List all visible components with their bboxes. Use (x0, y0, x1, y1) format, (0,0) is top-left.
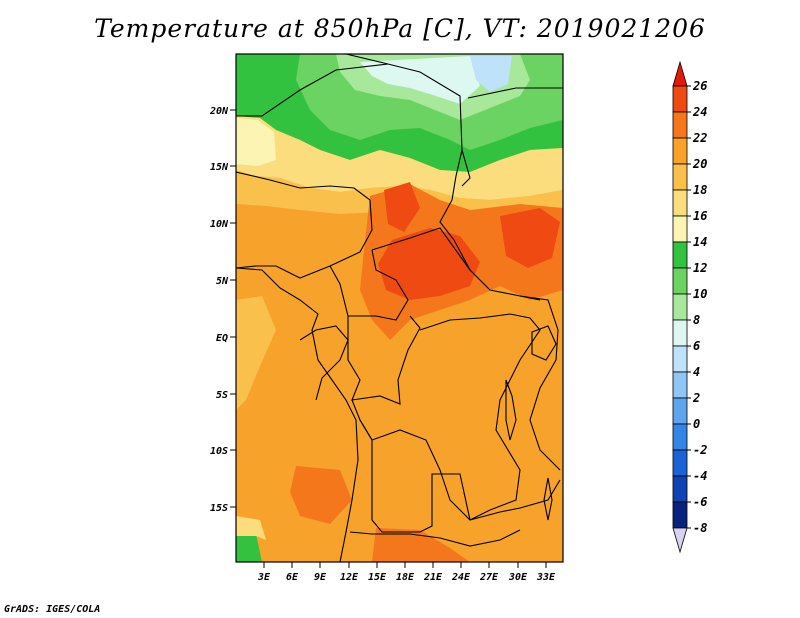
colorbar-label: 18 (693, 183, 707, 197)
lon-label-18e: 18E (396, 572, 415, 583)
lon-label-33e: 33E (536, 572, 556, 583)
lon-label-3e: 3E (257, 572, 271, 583)
border-cameroon (329, 249, 409, 321)
colorbar-swatch (672, 215, 688, 243)
colorbar-swatch (672, 293, 688, 321)
lat-label-eq: EQ (216, 333, 228, 344)
border-niger-chad (236, 63, 471, 187)
colorbar-label: 12 (693, 261, 707, 275)
lat-label-15s: 15S (210, 503, 228, 514)
colorbar-swatch (672, 137, 688, 165)
colorbar-swatch (672, 527, 688, 554)
colorbar-swatch (672, 163, 688, 191)
field-16-18-sw (236, 516, 266, 540)
field-22-24-south (372, 528, 470, 562)
lon-label-30e: 30E (508, 572, 528, 583)
field-16-18-sahel (236, 116, 563, 200)
field-12-14-sw (236, 534, 262, 562)
colorbar-swatch (672, 85, 688, 113)
lat-label-10n: 10N (210, 219, 229, 230)
colorbar-label: 4 (693, 365, 700, 379)
colorbar-label: 14 (693, 235, 707, 249)
field-18-20-west (236, 296, 276, 410)
map-frame (235, 53, 564, 563)
country-borders (236, 54, 563, 562)
colorbar-swatch (672, 189, 688, 217)
lon-labels: 3E 6E 9E 12E 15E 18E 21E 24E 27E 30E 33E (257, 572, 556, 583)
border-chad-sudan (439, 149, 471, 271)
field-6-8-north (360, 56, 480, 104)
grads-credit: GrADS: IGES/COLA (4, 604, 101, 615)
lat-label-15n: 15N (210, 162, 229, 173)
lon-label-21e: 21E (423, 572, 443, 583)
colorbar-label: 20 (692, 157, 707, 171)
border-namibia (349, 529, 521, 547)
border-east (519, 295, 561, 471)
field-24-26-east (500, 208, 560, 268)
colorbar-label: -6 (693, 495, 707, 509)
coast-gulf (236, 267, 359, 562)
colorbar-label: 2 (692, 391, 700, 405)
colorbar-label: 16 (693, 209, 707, 223)
field-4-6-north (470, 56, 512, 92)
colorbar-label: 10 (693, 287, 707, 301)
colorbar-label: -4 (693, 469, 707, 483)
colorbar-label: 24 (692, 105, 707, 119)
border-angola (359, 419, 471, 533)
lat-label-5s: 5S (216, 390, 228, 401)
lat-ticks (230, 109, 236, 508)
colorbar-label: 6 (693, 339, 700, 353)
colorbar-swatch (672, 449, 688, 477)
colorbar-label: 26 (692, 79, 707, 93)
lon-ticks (263, 562, 547, 568)
border-zambia (469, 479, 561, 521)
map-title: Temperature at 850hPa [C], VT: 201902120… (94, 14, 706, 43)
colorbar-swatch (672, 241, 688, 269)
border-drc (351, 313, 541, 521)
field-24-26-north (384, 182, 420, 232)
colorbar-label: 22 (692, 131, 707, 145)
colorbar-swatch (672, 423, 688, 451)
temperature-field (236, 54, 563, 562)
lon-label-6e: 6E (286, 572, 299, 583)
lat-labels: 20N 15N 10N 5N EQ 5S 10S 15S (209, 106, 229, 514)
field-14-16-west (236, 118, 276, 166)
lon-label-24e: 24E (451, 572, 471, 583)
lon-label-12e: 12E (340, 572, 359, 583)
colorbar-label: 8 (693, 313, 700, 327)
lake-victoria (531, 325, 557, 361)
colorbar-swatch (672, 371, 688, 399)
colorbar-label: -8 (693, 521, 707, 535)
lat-label-10s: 10S (210, 446, 228, 457)
border-nigeria (236, 171, 373, 279)
colorbar-swatches (672, 60, 688, 554)
border-gabon (299, 325, 349, 401)
lon-label-9e: 9E (314, 572, 327, 583)
colorbar-swatch (672, 501, 688, 529)
lon-label-27e: 27E (479, 572, 499, 583)
colorbar-swatch (672, 319, 688, 347)
lake-malawi (543, 477, 553, 521)
colorbar-label: 0 (693, 417, 700, 431)
colorbar-swatch (672, 345, 688, 373)
border-congo (347, 315, 421, 405)
lake-tanganyika (505, 379, 517, 441)
lon-label-15e: 15E (368, 572, 387, 583)
lat-label-20n: 20N (209, 106, 229, 117)
colorbar-swatch (672, 60, 688, 87)
border-chad-libya (345, 54, 563, 99)
field-24-26-core (378, 228, 480, 300)
colorbar-swatch (672, 475, 688, 503)
colorbar-swatch (672, 111, 688, 139)
colorbar-label: -2 (693, 443, 707, 457)
field-22-24-angola (290, 466, 352, 524)
lat-label-5n: 5N (216, 276, 229, 287)
colorbar-swatch (672, 267, 688, 295)
colorbar-swatch (672, 397, 688, 425)
